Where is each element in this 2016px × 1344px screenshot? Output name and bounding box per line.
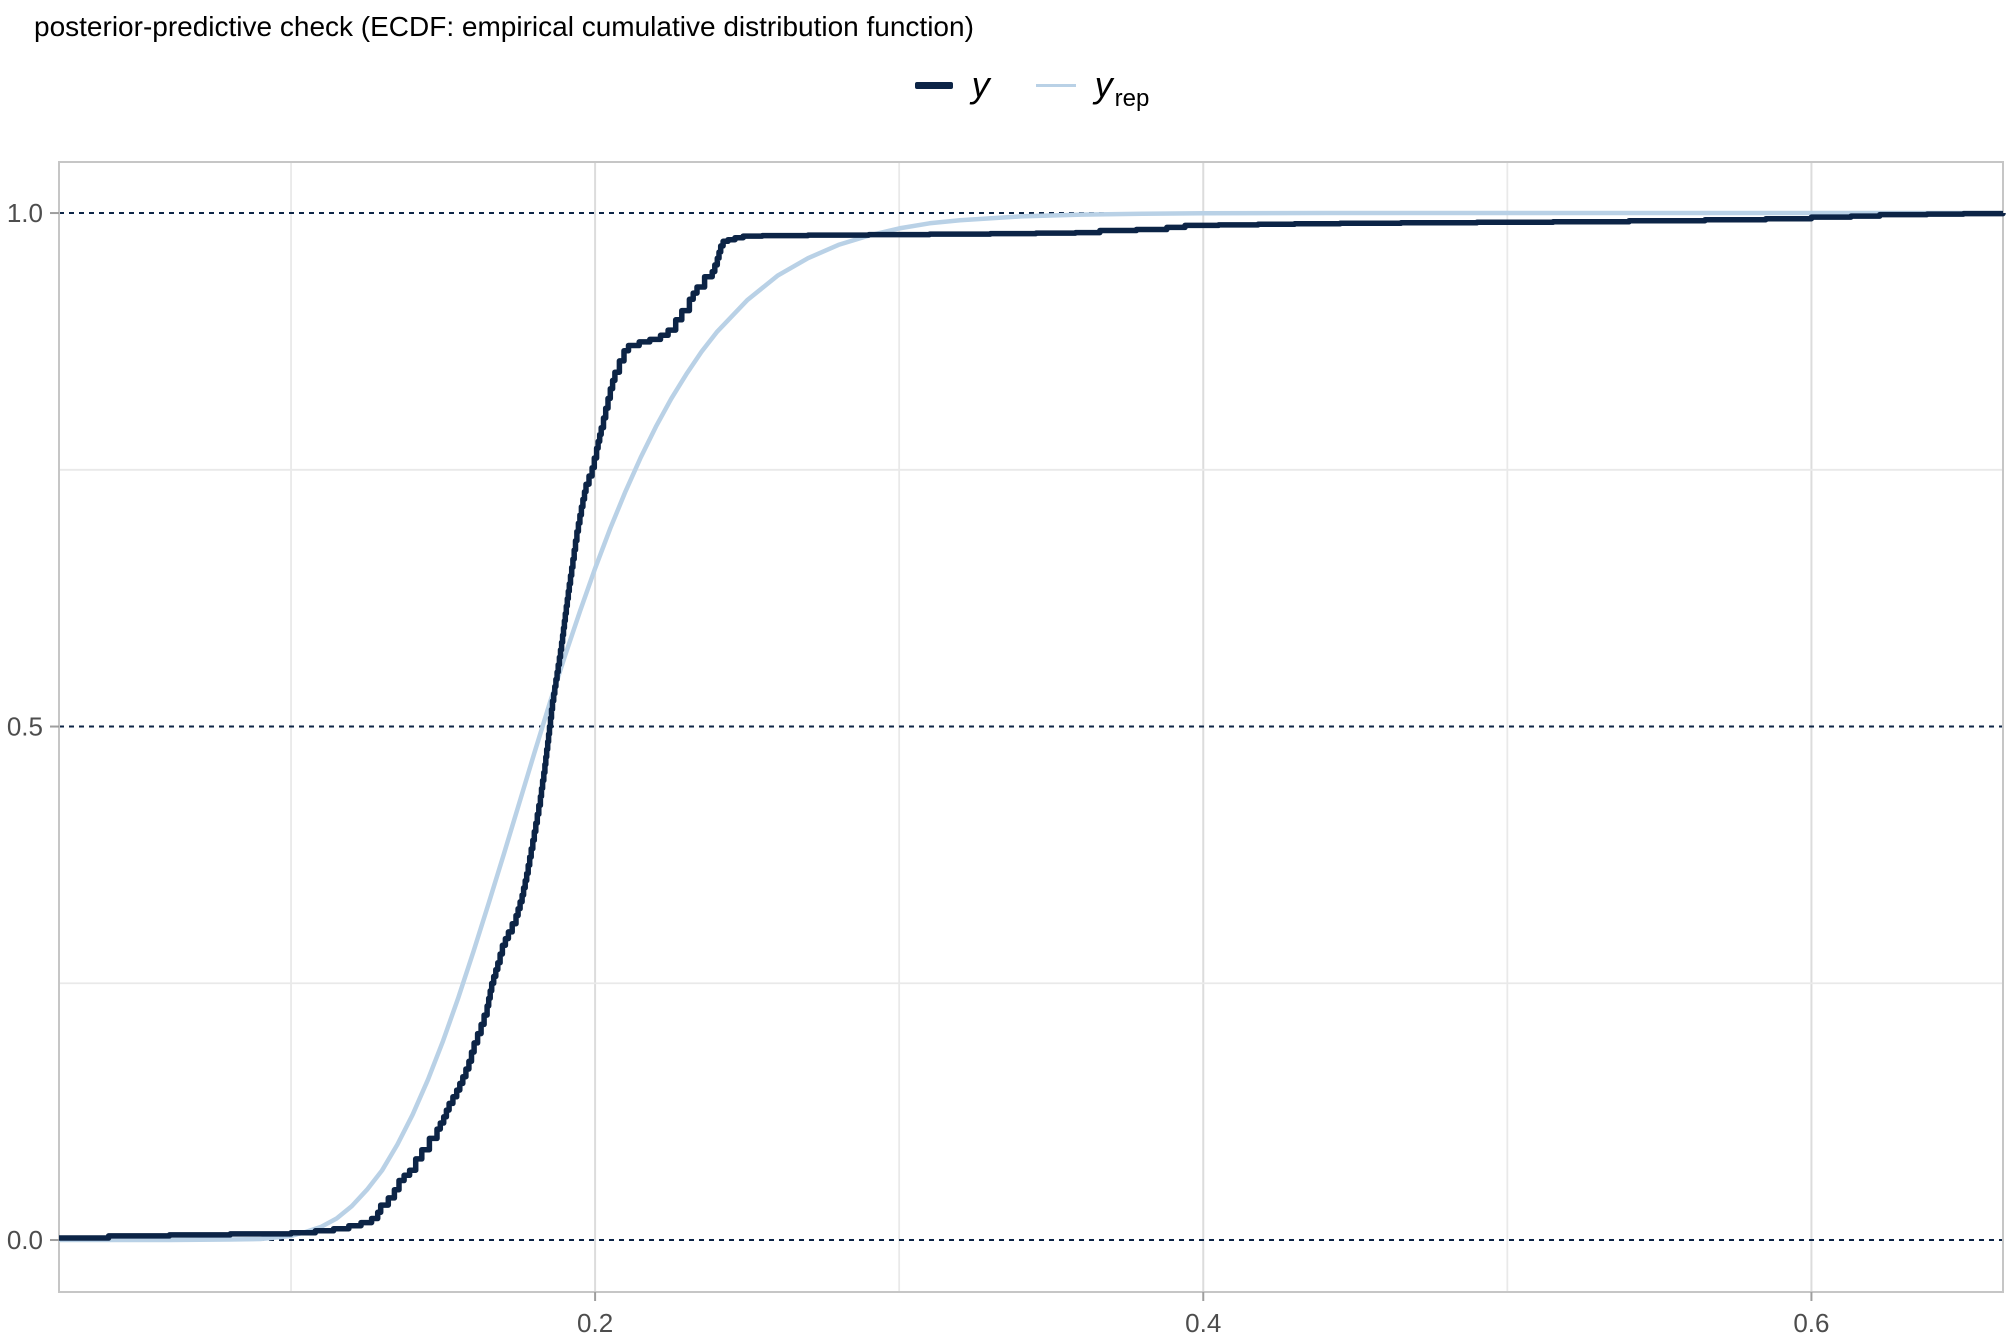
y-tick-label: 1.0 — [7, 198, 43, 228]
y-axis-ticks: 0.0 0.5 1.0 — [7, 198, 59, 1255]
legend-item-yrep: yrep — [1035, 64, 1150, 111]
legend-label-yrep-base: y — [1094, 64, 1113, 105]
y-tick-label: 0.5 — [7, 712, 43, 742]
y-tick-label: 0.0 — [7, 1225, 43, 1255]
legend-item-y: y — [914, 64, 990, 105]
legend: y yrep — [59, 56, 2003, 114]
x-tick-label: 0.4 — [1185, 1308, 1221, 1338]
legend-label-yrep-subscript: rep — [1114, 85, 1150, 112]
x-tick-label: 0.2 — [577, 1308, 613, 1338]
legend-swatch-y-line — [914, 81, 953, 89]
legend-swatch-yrep-line — [1035, 83, 1076, 87]
x-tick-label: 0.6 — [1793, 1308, 1829, 1338]
y-minor-gridlines — [59, 468, 2003, 985]
plot-title: posterior-predictive check (ECDF: empiri… — [34, 11, 974, 42]
dashed-hlines — [59, 212, 2003, 1242]
legend-label-yrep: yrep — [1094, 64, 1150, 111]
x-axis-ticks: 0.2 0.4 0.6 — [577, 1292, 1830, 1338]
legend-label-y: y — [971, 64, 990, 105]
yrep-ecdf-line — [59, 210, 2003, 1243]
y-ecdf-line — [59, 210, 2006, 1241]
